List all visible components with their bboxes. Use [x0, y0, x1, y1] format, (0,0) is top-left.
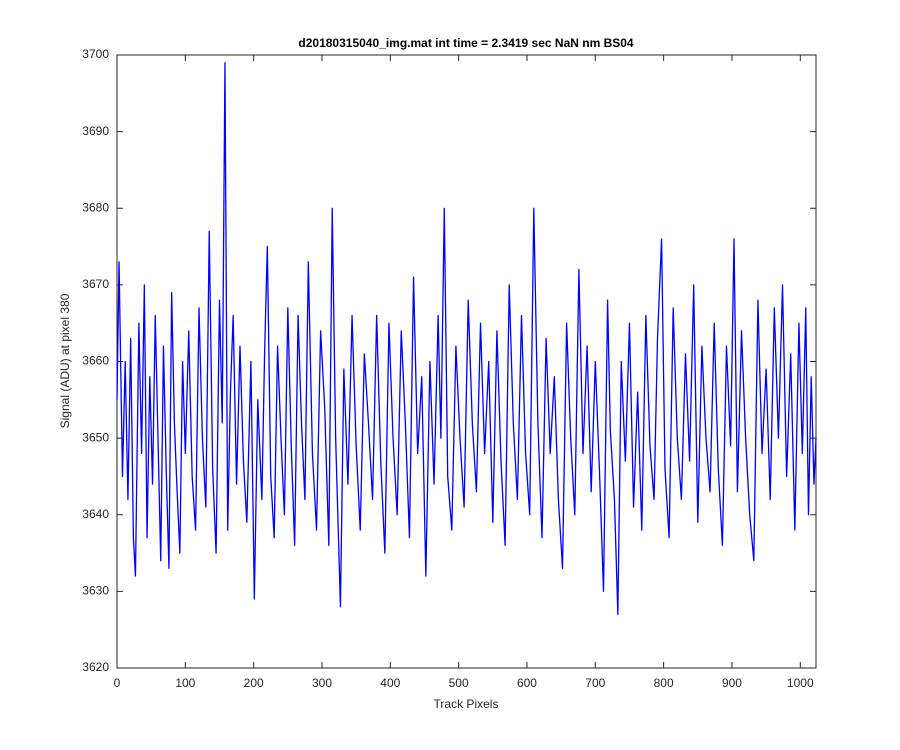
x-tick-label: 1000: [787, 676, 814, 690]
x-tick-label: 0: [114, 676, 121, 690]
y-axis-label: Signal (ADU) at pixel 380: [58, 293, 72, 428]
x-tick-label: 600: [517, 676, 537, 690]
y-tick-label: 3670: [82, 277, 109, 291]
y-tick-label: 3680: [82, 200, 109, 214]
y-tick-label: 3700: [82, 47, 109, 61]
x-tick-label: 500: [449, 676, 469, 690]
x-tick-label: 100: [175, 676, 195, 690]
y-tick-label: 3660: [82, 354, 109, 368]
x-axis-label: Track Pixels: [434, 697, 499, 711]
y-tick-label: 3640: [82, 507, 109, 521]
x-tick-label: 700: [585, 676, 605, 690]
x-tick-label: 900: [722, 676, 742, 690]
data-line: [116, 62, 817, 616]
x-tick-label: 300: [312, 676, 332, 690]
x-tick-label: 200: [244, 676, 264, 690]
x-tick-label: 800: [654, 676, 674, 690]
y-tick-label: 3620: [82, 660, 109, 674]
y-tick-label: 3630: [82, 584, 109, 598]
y-tick-label: 3650: [82, 430, 109, 444]
y-tick-label: 3690: [82, 124, 109, 138]
chart-title: d20180315040_img.mat int time = 2.3419 s…: [298, 36, 634, 50]
x-tick-label: 400: [380, 676, 400, 690]
